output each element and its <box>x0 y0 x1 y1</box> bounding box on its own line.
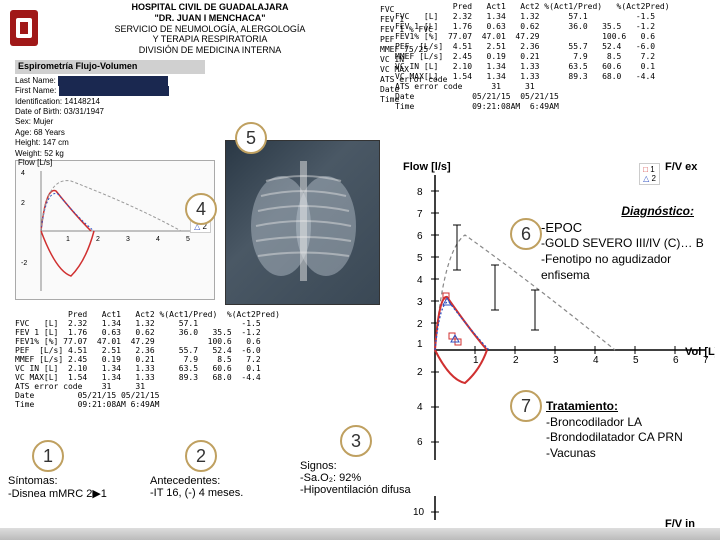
chest-xray <box>225 140 380 305</box>
svg-text:6: 6 <box>417 231 423 242</box>
svg-text:4: 4 <box>593 355 599 366</box>
svg-text:8: 8 <box>417 187 423 198</box>
hospital-logo <box>8 8 40 48</box>
svg-text:2: 2 <box>417 367 423 378</box>
svg-text:5: 5 <box>186 236 190 243</box>
chart-legend: □ 1 △ 2 <box>639 163 660 185</box>
svg-text:2: 2 <box>513 355 519 366</box>
svg-text:F/V ex: F/V ex <box>665 161 698 173</box>
marker-2: 2 <box>185 440 217 472</box>
redacted-bar <box>58 76 168 86</box>
marker-3: 3 <box>340 425 372 457</box>
marker-4: 4 <box>185 193 217 225</box>
svg-text:Flow [l/s]: Flow [l/s] <box>403 161 451 173</box>
svg-text:2: 2 <box>417 319 423 330</box>
svg-text:6: 6 <box>417 437 423 448</box>
header-line: Y TERAPIA RESPIRATORIA <box>50 34 370 45</box>
patient-title: Espirometría Flujo-Volumen <box>15 60 205 74</box>
footer-bar <box>0 528 720 540</box>
history-box: Antecedentes: -IT 16, (-) 4 meses. <box>150 475 280 499</box>
svg-text:1: 1 <box>473 355 479 366</box>
header-line: DIVISIÓN DE MEDICINA INTERNA <box>50 45 370 56</box>
treatment-box: Tratamiento: -Broncodilador LA -Brondodi… <box>540 395 710 465</box>
flow-volume-chart-small: 42-2 12345 □ 1 △ 2 <box>15 160 215 300</box>
spirometry-table-2: Pred Act1 Act2 %(Act1/Pred) %(Act2Pred)F… <box>15 310 375 409</box>
marker-7: 7 <box>510 390 542 422</box>
marker-6: 6 <box>510 218 542 250</box>
header-line: HOSPITAL CIVIL DE GUADALAJARA <box>50 2 370 13</box>
header-line: "DR. JUAN I MENCHACA" <box>50 13 370 24</box>
svg-text:7: 7 <box>703 355 709 366</box>
header-line: SERVICIO DE NEUMOLOGÍA, ALERGOLOGÍA <box>50 24 370 35</box>
svg-text:1: 1 <box>66 236 70 243</box>
svg-text:3: 3 <box>417 297 423 308</box>
svg-text:4: 4 <box>417 275 423 286</box>
svg-text:5: 5 <box>417 253 423 264</box>
diagnosis-box: Diagnóstico: -EPOC -GOLD SEVERO III/IV (… <box>535 200 715 287</box>
svg-text:4: 4 <box>156 236 160 243</box>
symptoms-box: Síntomas: -Disnea mMRC 2▶1 <box>8 475 128 500</box>
spirometry-data-table: Pred Act1 Act2 %(Act1/Pred) %(Act2Pred) … <box>395 2 715 112</box>
redacted-bar <box>59 86 169 96</box>
svg-text:Vol [L]: Vol [L] <box>685 346 715 358</box>
svg-text:7: 7 <box>417 209 423 220</box>
svg-text:5: 5 <box>633 355 639 366</box>
svg-text:1: 1 <box>417 339 423 350</box>
svg-text:2: 2 <box>21 200 25 207</box>
svg-text:2: 2 <box>96 236 100 243</box>
treatment-title: Tratamiento: <box>546 399 704 415</box>
hospital-header: HOSPITAL CIVIL DE GUADALAJARA "DR. JUAN … <box>50 2 370 56</box>
marker-5: 5 <box>235 122 267 154</box>
signs-box: Signos: -Sa.O₂: 92% -Hipoventilación dif… <box>300 460 450 496</box>
axis-label: Flow [L/s] <box>18 158 52 167</box>
svg-text:4: 4 <box>21 170 25 177</box>
marker-1: 1 <box>32 440 64 472</box>
svg-text:4: 4 <box>417 402 423 413</box>
svg-text:6: 6 <box>673 355 679 366</box>
diagnosis-title: Diagnóstico: <box>541 204 709 220</box>
svg-text:10: 10 <box>413 507 425 518</box>
svg-text:-2: -2 <box>21 260 27 267</box>
svg-text:3: 3 <box>126 236 130 243</box>
patient-info: Espirometría Flujo-Volumen Last Name: Fi… <box>15 60 205 169</box>
svg-text:3: 3 <box>553 355 559 366</box>
